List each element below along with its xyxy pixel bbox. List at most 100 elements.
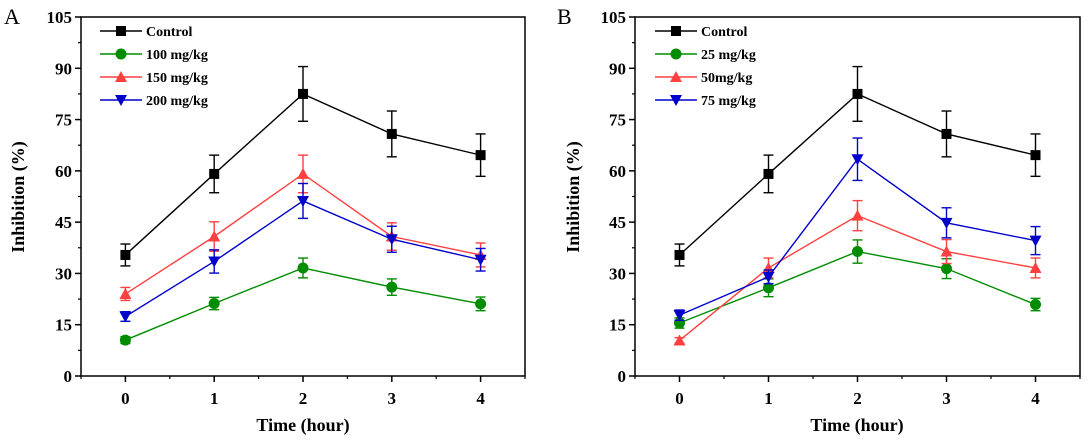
chart-panel-b: B Inhibition (%) Time (hour) 01530456075… bbox=[557, 4, 1081, 436]
data-point bbox=[851, 209, 864, 221]
x-tick-label: 1 bbox=[764, 389, 773, 408]
data-point bbox=[208, 298, 220, 310]
y-tick-label: 75 bbox=[609, 111, 626, 130]
data-point bbox=[852, 88, 863, 99]
y-axis-title: Inhibition (%) bbox=[563, 141, 584, 253]
y-tick-label: 90 bbox=[609, 59, 626, 78]
data-point bbox=[940, 217, 953, 229]
y-tick-label: 0 bbox=[618, 367, 627, 386]
data-point bbox=[209, 168, 220, 179]
series-100-mg-kg bbox=[119, 257, 487, 346]
legend-item: 100 mg/kg bbox=[100, 48, 208, 63]
legend-marker bbox=[116, 26, 126, 36]
data-point bbox=[208, 230, 221, 242]
legend-marker bbox=[670, 48, 682, 60]
series-layer bbox=[673, 65, 1042, 346]
panel-label: B bbox=[557, 4, 572, 29]
legend-item: 75 mg/kg bbox=[655, 94, 756, 109]
data-point bbox=[119, 287, 132, 299]
series-line bbox=[679, 158, 1036, 316]
legend-label: Control bbox=[701, 25, 748, 40]
y-tick-label: 90 bbox=[55, 59, 72, 78]
legend-marker bbox=[670, 95, 682, 106]
data-point bbox=[1030, 299, 1041, 311]
data-point bbox=[762, 271, 775, 283]
data-point bbox=[475, 298, 487, 310]
data-point bbox=[120, 249, 131, 260]
legend-marker bbox=[115, 71, 127, 82]
chart-panel-a: A Inhibition (%) Time (hour) 01530456075… bbox=[4, 4, 526, 436]
x-ticks: 0 1 2 3 4 bbox=[80, 376, 526, 408]
data-point bbox=[763, 282, 774, 294]
data-point bbox=[297, 167, 309, 179]
y-axis-title: Inhibition (%) bbox=[8, 141, 29, 253]
x-tick-label: 2 bbox=[299, 389, 308, 408]
legend-item: 25 mg/kg bbox=[655, 48, 756, 63]
legend-item: 150 mg/kg bbox=[100, 71, 208, 86]
series-25-mg-kg bbox=[674, 239, 1041, 329]
data-point bbox=[386, 281, 398, 293]
y-tick-label: 60 bbox=[55, 162, 72, 181]
data-point bbox=[474, 254, 487, 266]
legend-label: 25 mg/kg bbox=[701, 48, 756, 63]
y-tick-label: 15 bbox=[55, 316, 72, 335]
series-control bbox=[674, 65, 1041, 267]
series-line bbox=[679, 214, 1036, 341]
y-tick-label: 45 bbox=[55, 213, 72, 232]
data-point bbox=[298, 88, 308, 99]
data-point bbox=[673, 334, 686, 346]
data-point bbox=[940, 245, 953, 257]
y-tick-label: 75 bbox=[55, 111, 72, 130]
x-ticks: 0 1 2 3 4 bbox=[634, 376, 1081, 408]
data-point bbox=[475, 150, 486, 161]
legend-item: 50mg/kg bbox=[655, 71, 752, 86]
legend: Control 25 mg/kg 50mg/kg 75 mg/kg bbox=[655, 25, 756, 109]
legend-label: 150 mg/kg bbox=[146, 71, 208, 86]
data-point bbox=[119, 334, 131, 346]
data-point bbox=[1030, 150, 1041, 161]
y-tick-label: 15 bbox=[609, 316, 626, 335]
x-tick-label: 1 bbox=[210, 389, 219, 408]
series-layer bbox=[119, 65, 487, 346]
legend-label: 75 mg/kg bbox=[701, 94, 756, 109]
x-tick-label: 4 bbox=[1031, 389, 1040, 408]
data-point bbox=[386, 128, 397, 139]
series-150-mg-kg bbox=[119, 154, 487, 302]
legend-marker bbox=[115, 48, 127, 60]
x-tick-label: 0 bbox=[675, 389, 684, 408]
series-control bbox=[120, 65, 486, 267]
y-tick-label: 105 bbox=[601, 8, 627, 27]
legend-item: Control bbox=[655, 25, 748, 40]
series-75-mg-kg bbox=[673, 137, 1042, 322]
data-point bbox=[1029, 261, 1042, 273]
legend-item: 200 mg/kg bbox=[100, 94, 208, 109]
data-point bbox=[1029, 235, 1042, 247]
data-point bbox=[673, 310, 686, 322]
legend: Control 100 mg/kg 150 mg/kg 200 mg/kg bbox=[100, 25, 208, 109]
data-point bbox=[851, 154, 864, 166]
x-tick-label: 2 bbox=[853, 389, 862, 408]
x-tick-label: 4 bbox=[476, 389, 485, 408]
y-tick-label: 45 bbox=[609, 213, 626, 232]
data-point bbox=[763, 168, 774, 179]
x-tick-label: 0 bbox=[121, 389, 130, 408]
data-point bbox=[852, 246, 863, 258]
data-point bbox=[941, 128, 952, 139]
legend-label: Control bbox=[146, 25, 193, 40]
data-point bbox=[385, 234, 398, 246]
data-point bbox=[674, 249, 685, 260]
series-200-mg-kg bbox=[119, 182, 487, 323]
x-tick-label: 3 bbox=[388, 389, 397, 408]
legend-label: 200 mg/kg bbox=[146, 94, 208, 109]
legend-label: 100 mg/kg bbox=[146, 48, 208, 63]
legend-marker bbox=[115, 95, 127, 106]
y-tick-label: 0 bbox=[64, 367, 73, 386]
series-line bbox=[125, 267, 481, 341]
y-ticks: 0 15 30 45 60 75 90 105 bbox=[601, 8, 635, 386]
y-ticks: 0 15 30 45 60 75 90 105 bbox=[47, 8, 81, 386]
series-50mg-kg bbox=[673, 199, 1042, 346]
y-tick-label: 30 bbox=[55, 264, 72, 283]
y-tick-label: 105 bbox=[47, 8, 73, 27]
legend-marker bbox=[671, 26, 681, 36]
